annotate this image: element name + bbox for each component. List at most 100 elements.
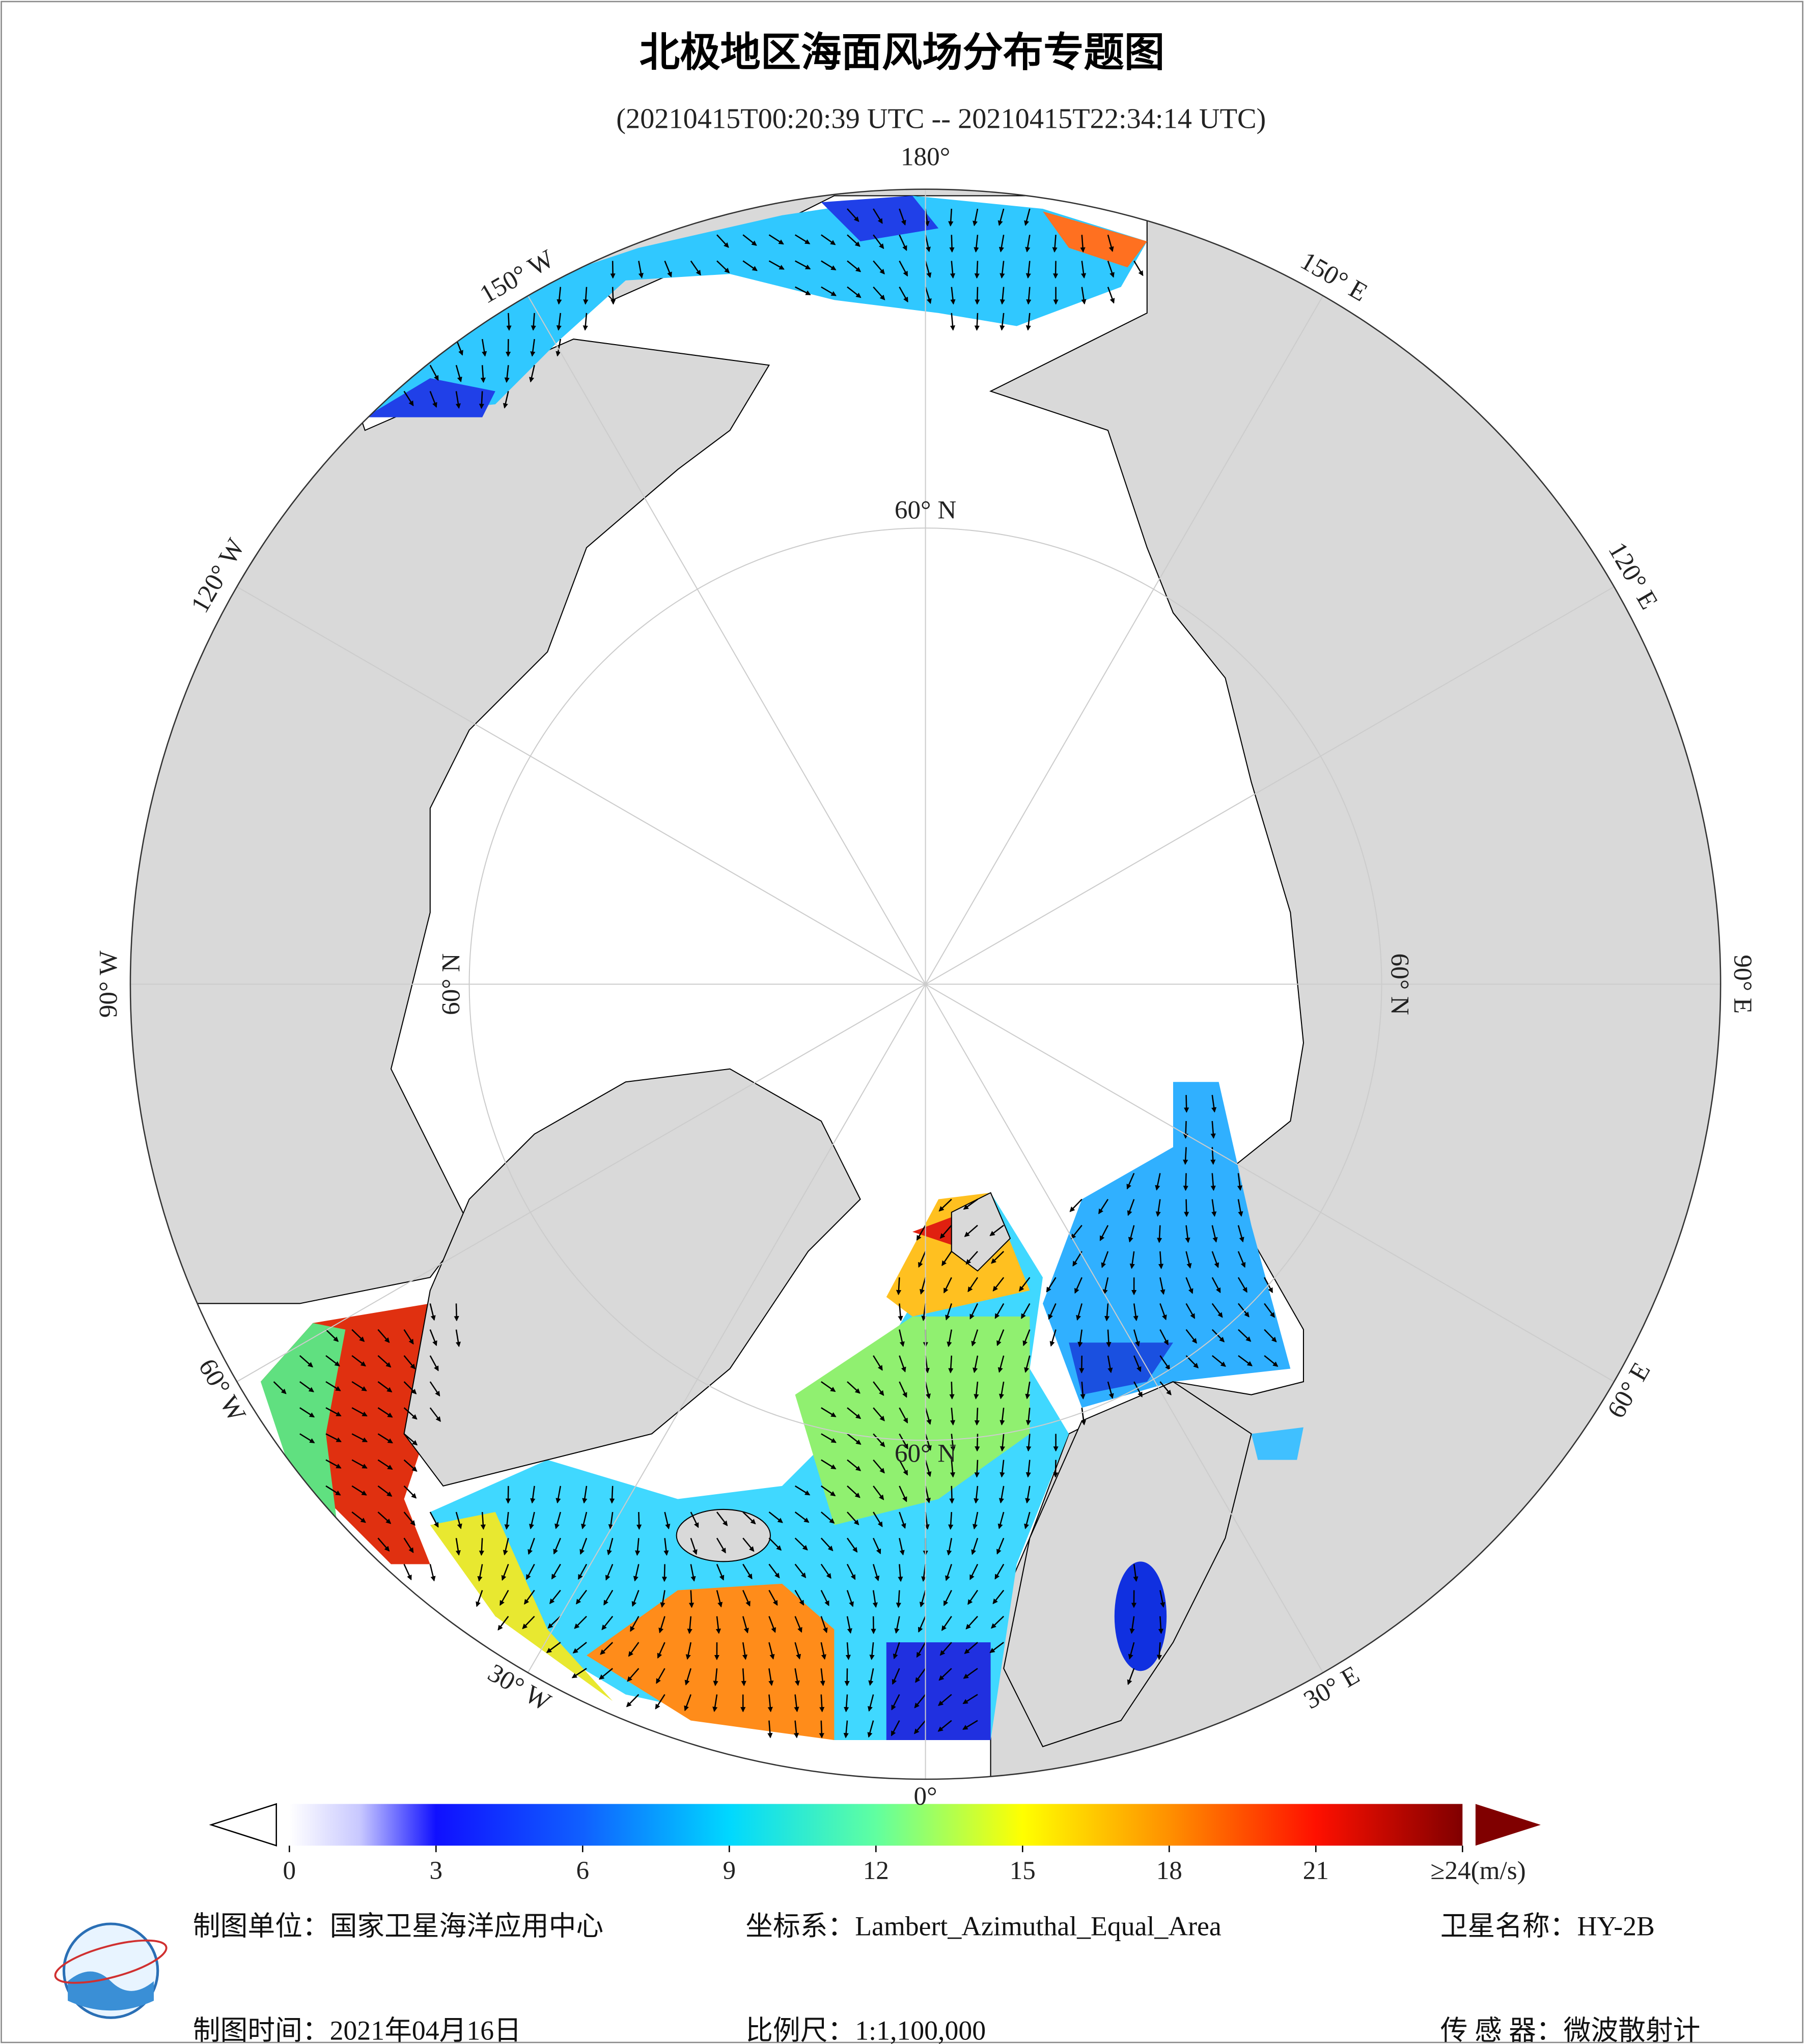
wind-arrow (429, 1381, 440, 1397)
wind-arrow (1048, 1303, 1057, 1320)
wind-arrow (1158, 1616, 1164, 1634)
wind-arrow (377, 1433, 393, 1444)
wind-arrow (1133, 1303, 1139, 1322)
wind-arrow (351, 1459, 368, 1469)
wind-arrow (919, 1590, 926, 1608)
wind-arrow (974, 313, 980, 331)
wind-arrow (1127, 1199, 1135, 1216)
wind-arrow (605, 1563, 614, 1581)
wind-arrow (965, 1615, 978, 1630)
wind-arrow (1079, 1355, 1085, 1374)
wind-arrow (741, 1668, 746, 1687)
wind-arrow (1185, 1329, 1197, 1344)
wind-arrow (631, 1590, 640, 1607)
wind-arrow (556, 313, 562, 331)
wind-arrow (351, 1485, 367, 1496)
wind-arrow (819, 1694, 825, 1713)
scandinavia (1003, 1381, 1252, 1748)
wind-arrow (351, 1355, 366, 1367)
wind-arrow (847, 1459, 862, 1471)
wind-arrow (429, 1511, 439, 1528)
wind-arrow (899, 1381, 907, 1398)
wind-arrow (894, 1616, 900, 1634)
wind-arrow (501, 1563, 509, 1581)
wind-arrow (325, 1407, 342, 1417)
wind-arrow (1000, 1408, 1005, 1426)
wind-arrow (525, 1563, 535, 1580)
wind-arrow (1237, 1277, 1247, 1293)
wind-arrow (1000, 313, 1005, 331)
wind-arrow (945, 1303, 952, 1321)
wind-arrow (609, 1486, 615, 1504)
wind-arrow (577, 1563, 588, 1580)
wind-arrow (690, 1564, 696, 1582)
wind-arrow (606, 1537, 614, 1556)
wind-arrow (794, 1694, 799, 1713)
wind-arrow (377, 1511, 392, 1524)
wind-arrow (873, 1407, 885, 1421)
wind-arrow (1080, 1381, 1086, 1399)
wind-arrow (820, 1563, 831, 1579)
wind-arrow (768, 1537, 782, 1551)
wind-arrow (742, 1563, 753, 1580)
wind-arrow (998, 1486, 1005, 1504)
wind-arrow (868, 1668, 874, 1686)
colorbar-under (209, 1803, 277, 1847)
wind-arrow (1210, 1121, 1216, 1139)
wind-arrow (1237, 1251, 1246, 1268)
colorbar-tick-label: 6 (576, 1856, 590, 1885)
wind-arrow (1025, 261, 1031, 279)
wind-arrow (899, 1407, 908, 1424)
wind-arrow (1211, 1199, 1217, 1217)
wind-arrow (635, 1538, 641, 1556)
wind-arrow (819, 1720, 824, 1739)
wind-arrow (869, 1642, 875, 1660)
wind-arrow (846, 1616, 852, 1634)
wind-arrow (973, 1355, 979, 1374)
wind-arrow (403, 1381, 417, 1394)
wind-arrow (1128, 1225, 1135, 1243)
wind-arrow (1133, 1381, 1143, 1397)
wind-arrow (633, 1564, 640, 1582)
wind-arrow (990, 1615, 1005, 1629)
wind-arrow (638, 261, 644, 278)
wind-arrow (950, 1408, 956, 1426)
wind-arrow (403, 1563, 412, 1581)
wind-arrow (377, 1329, 390, 1343)
wind-arrow (1026, 287, 1032, 305)
wind-arrow (687, 1616, 692, 1634)
wind-arrow (477, 1564, 483, 1582)
wind-arrow (767, 1720, 773, 1739)
footer-satellite: 卫星名称：HY-2B (1440, 1911, 1655, 1942)
wind-arrow (377, 1485, 393, 1497)
wind-arrow (994, 1303, 1005, 1319)
wind-arrow (873, 1511, 883, 1527)
wind-arrow (1133, 1329, 1140, 1347)
wind-arrow (768, 1668, 774, 1686)
wind-arrow (996, 1329, 1005, 1347)
footer-crs: 坐标系：Lambert_Azimuthal_Equal_Area (745, 1911, 1222, 1942)
wind-arrow (655, 1694, 665, 1710)
wind-arrow (325, 1485, 341, 1496)
wind-arrow (716, 260, 730, 273)
wind-arrow (1211, 1095, 1217, 1113)
wind-arrow (1000, 1460, 1005, 1478)
wind-arrow (899, 208, 906, 226)
wind-arrow (969, 1303, 979, 1320)
wind-arrow (821, 1459, 837, 1470)
wind-arrow (950, 313, 956, 331)
wind-arrow (429, 391, 437, 408)
wind-arrow (820, 1642, 826, 1660)
wind-arrow (476, 1590, 483, 1607)
wind-arrow (794, 1511, 810, 1523)
wind-arrow (628, 1642, 640, 1657)
wind-arrow (1107, 261, 1115, 278)
wind-arrow (524, 1589, 535, 1605)
wind-arrow (872, 1564, 880, 1581)
footer-date: 制图时间：2021年04月16日 (193, 2015, 521, 2044)
wind-arrow (997, 208, 1005, 226)
wind-arrow (1069, 1198, 1083, 1212)
wind-arrow (351, 1433, 368, 1443)
